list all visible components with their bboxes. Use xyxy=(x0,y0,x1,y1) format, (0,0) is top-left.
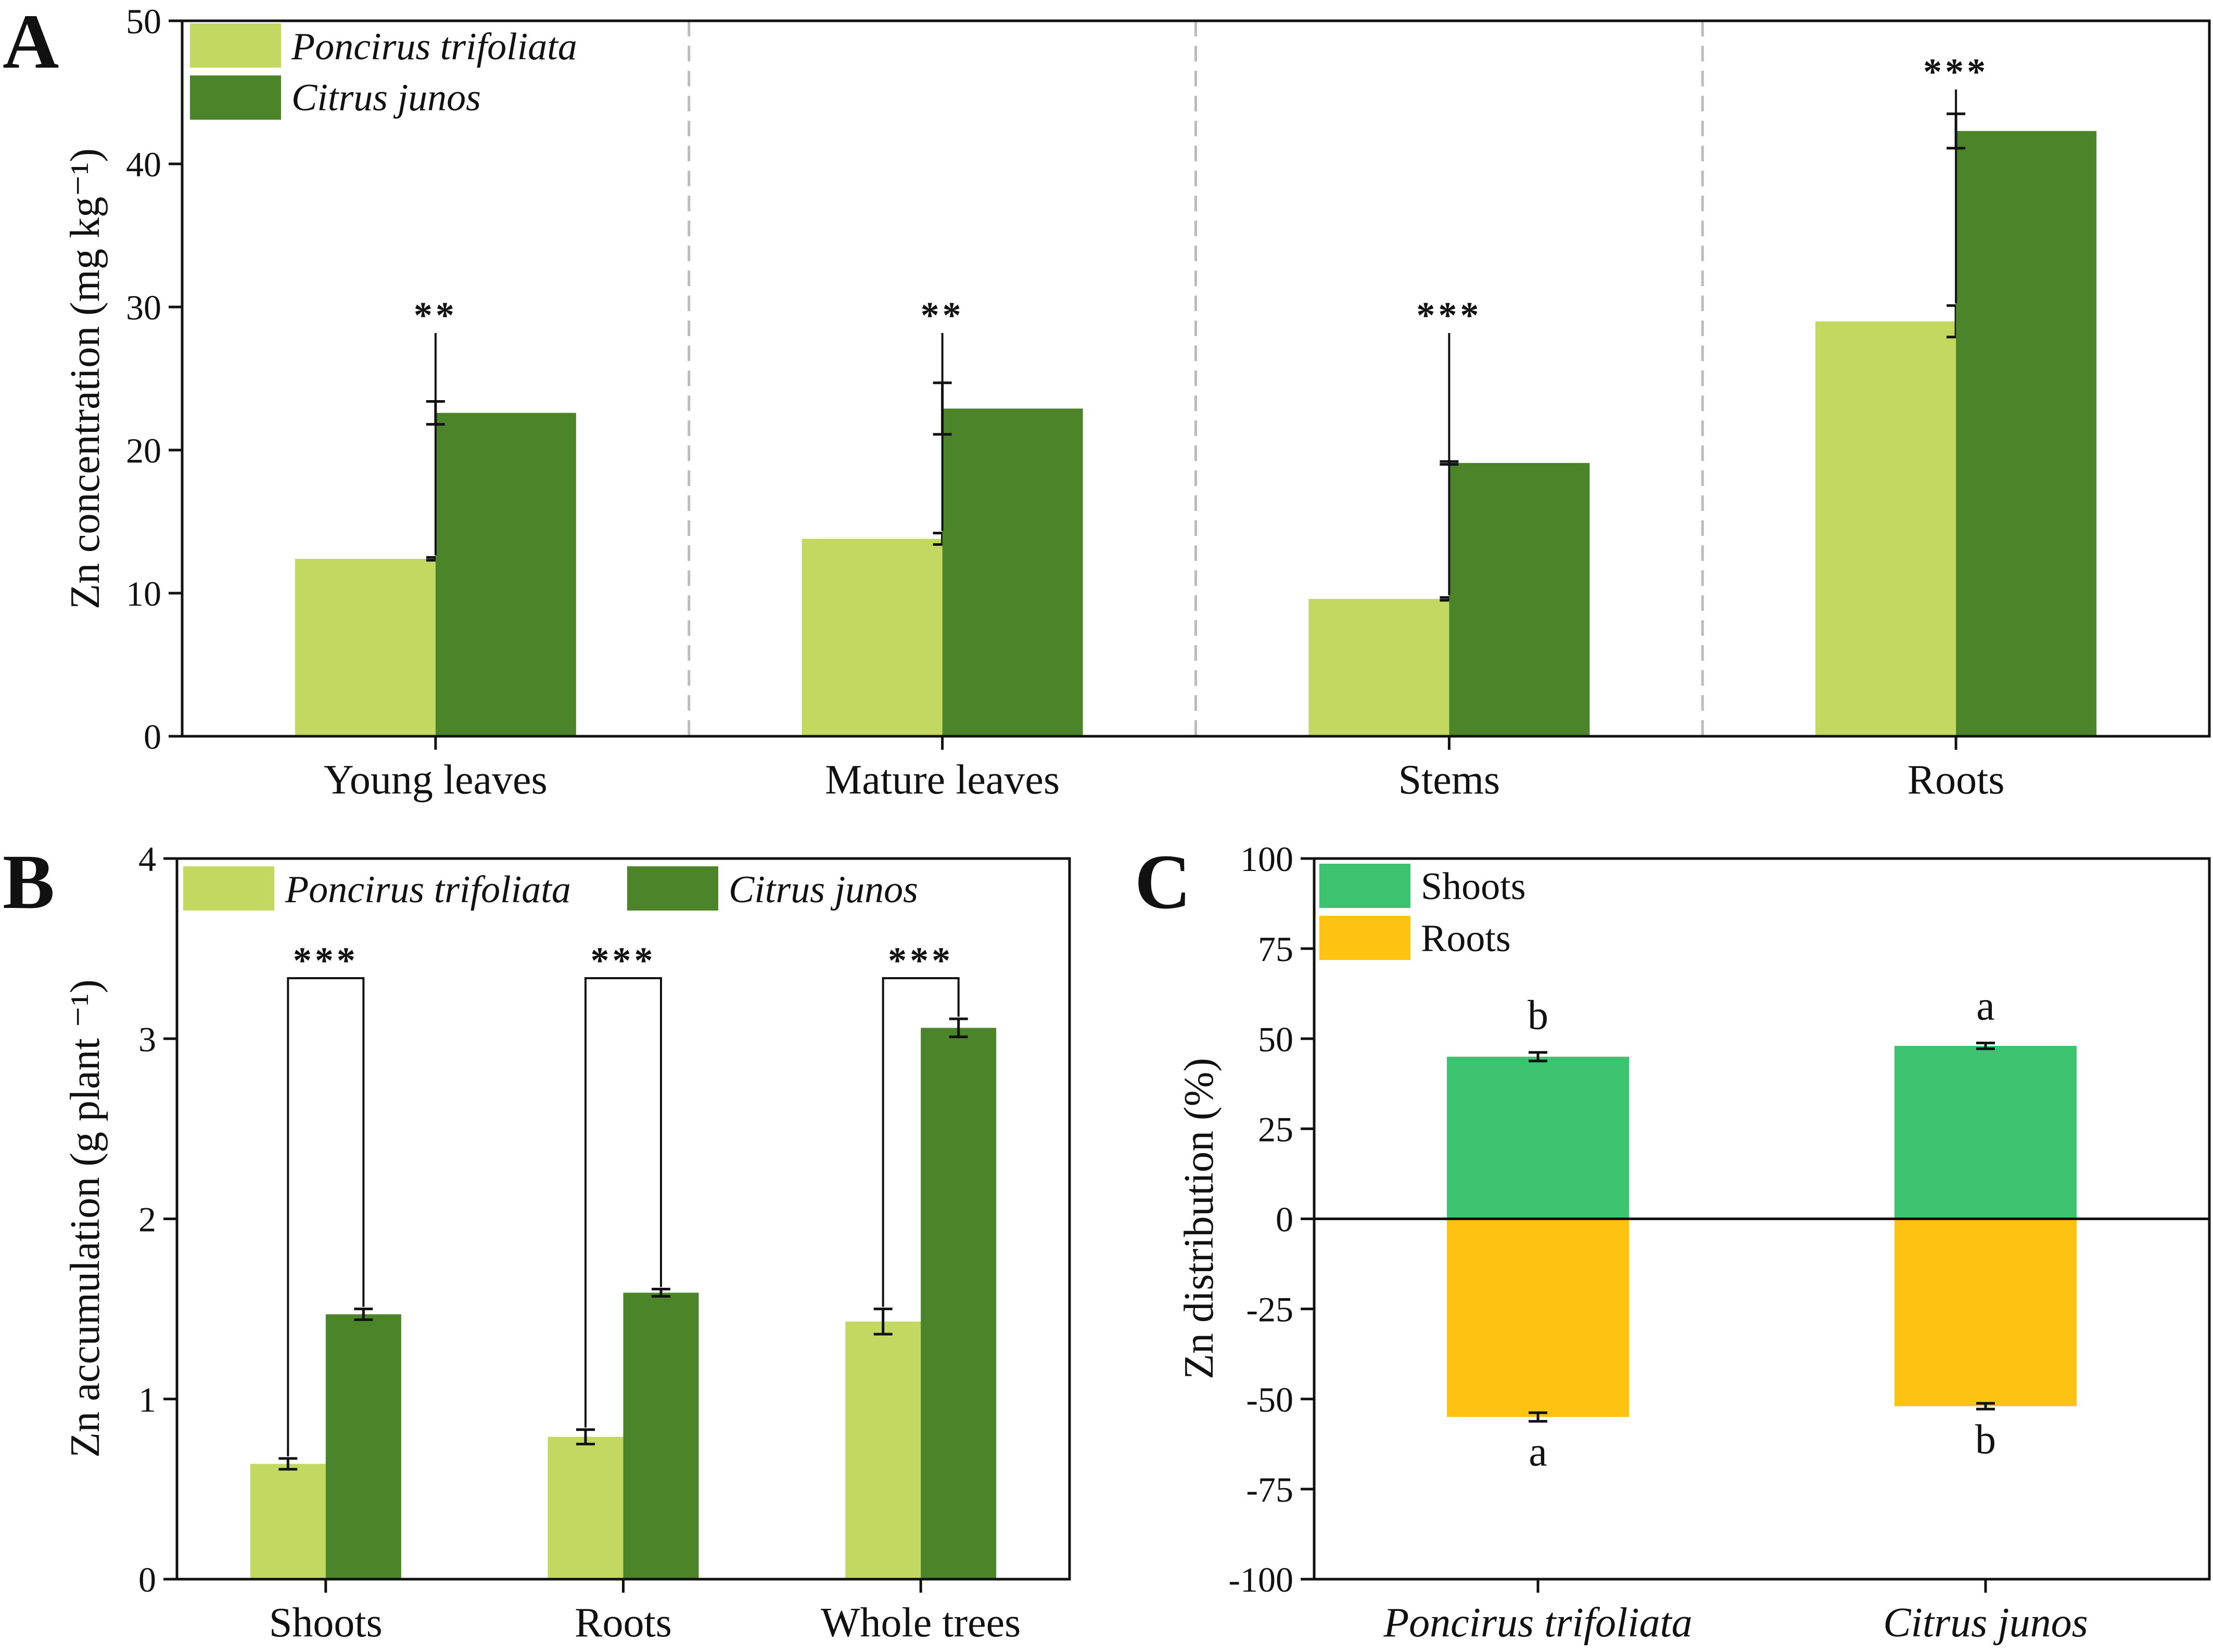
legend-swatch-citrus xyxy=(190,75,281,120)
legend-swatch-shoots xyxy=(1319,864,1410,908)
error-bar xyxy=(1976,1042,1995,1051)
bar-citrus xyxy=(1449,463,1590,736)
significance-label: ** xyxy=(921,294,964,336)
significance-letter: a xyxy=(1976,983,1995,1029)
error-bar xyxy=(1529,1411,1547,1423)
panel-b-y-tick-label: 2 xyxy=(138,1200,156,1239)
bar-citrus xyxy=(623,1292,699,1579)
legend-swatch-roots xyxy=(1319,916,1410,960)
x-category-label: Roots xyxy=(575,1600,672,1646)
panel-b-y-axis-label: Zn accumulation (g plant ⁻¹) xyxy=(62,979,108,1457)
significance-label: *** xyxy=(293,940,359,981)
bar-citrus xyxy=(921,1028,997,1579)
error-bar xyxy=(873,1308,893,1336)
x-category-label: Roots xyxy=(1907,757,2005,803)
bar-roots xyxy=(1447,1219,1629,1417)
x-category-label: Mature leaves xyxy=(825,757,1060,803)
legend-swatch-poncirus xyxy=(190,23,281,68)
panel-c-label: C xyxy=(1135,839,1191,925)
bar-poncirus xyxy=(802,539,943,736)
significance-letter: b xyxy=(1975,1417,1996,1463)
significance-label: *** xyxy=(888,940,953,981)
panel-c-legend: Shoots Roots xyxy=(1319,864,1526,960)
panel-c-y-tick-label: 50 xyxy=(1258,1019,1293,1059)
panel-c-y-tick-label: -100 xyxy=(1228,1560,1293,1599)
significance-bracket xyxy=(287,977,365,1457)
bar-citrus xyxy=(1956,131,2097,736)
x-category-label: Stems xyxy=(1398,757,1500,803)
x-category-label: Citrus junos xyxy=(1883,1600,2088,1646)
significance-letter: b xyxy=(1528,993,1548,1039)
panel-a-label: A xyxy=(3,0,59,85)
bar-citrus xyxy=(325,1314,401,1579)
panel-c-y-tick-label: 25 xyxy=(1258,1109,1293,1149)
panel-c-y-tick-label: 75 xyxy=(1258,929,1293,969)
bar-roots xyxy=(1894,1219,2077,1406)
bar-citrus xyxy=(435,413,576,736)
panel-a-y-tick-label: 20 xyxy=(126,431,161,470)
bar-poncirus xyxy=(1815,321,1956,736)
x-category-label: Whole trees xyxy=(821,1600,1021,1646)
significance-bracket xyxy=(584,977,662,1428)
bar-poncirus xyxy=(1308,599,1449,736)
panel-a-y-tick-label: 10 xyxy=(126,574,161,613)
bar-poncirus xyxy=(548,1437,624,1579)
panel-a-y-tick-label: 30 xyxy=(126,288,161,327)
error-bar xyxy=(1529,1051,1547,1062)
bar-shoots xyxy=(1894,1046,2077,1219)
legend-swatch-citrus xyxy=(627,866,718,911)
significance-bracket xyxy=(882,977,960,1307)
panel-c: C 100 75 50 25 0 -25 -50 -75 -100 b a a b Zn distri… xyxy=(1135,839,2211,1646)
legend-swatch-poncirus xyxy=(183,866,274,911)
legend-label-poncirus: Poncirus trifoliata xyxy=(285,868,571,911)
error-bar xyxy=(1976,1402,1995,1411)
x-category-label: Shoots xyxy=(269,1600,383,1646)
legend-label-citrus: Citrus junos xyxy=(729,868,918,911)
error-bar xyxy=(278,1457,298,1471)
panel-c-y-tick-label: 100 xyxy=(1240,839,1293,879)
panel-a-axes-frame xyxy=(181,19,2211,738)
panel-c-y-axis-label: Zn distribution (%) xyxy=(1176,1058,1222,1379)
panel-b-y-tick-label: 1 xyxy=(138,1380,156,1419)
significance-label: *** xyxy=(591,940,656,981)
legend-label-shoots: Shoots xyxy=(1421,865,1526,908)
panel-c-axes-frame xyxy=(1313,857,2211,1581)
significance-label: *** xyxy=(1416,294,1482,336)
bar-poncirus xyxy=(845,1321,921,1579)
panel-b-y-tick-label: 4 xyxy=(138,839,156,879)
panel-c-y-tick-label: -50 xyxy=(1246,1380,1293,1419)
x-category-label: Young leaves xyxy=(324,757,548,803)
panel-a-y-tick-label: 0 xyxy=(144,717,161,757)
bar-shoots xyxy=(1447,1056,1629,1219)
panel-b-label: B xyxy=(3,839,55,925)
panel-b-legend: Poncirus trifoliata Citrus junos xyxy=(183,866,918,911)
bar-citrus xyxy=(942,408,1083,736)
panel-a-y-axis-label: Zn concentration (mg kg⁻¹) xyxy=(62,148,108,609)
legend-label-citrus: Citrus junos xyxy=(291,76,481,119)
panel-c-y-tick-label: -25 xyxy=(1246,1290,1293,1329)
panel-b: B 0 1 2 3 4 *** *** *** Zn accumulation (g pla… xyxy=(3,839,1071,1646)
bar-poncirus xyxy=(295,559,436,736)
panel-c-y-tick-label: -75 xyxy=(1246,1470,1293,1509)
panel-a-legend: Poncirus trifoliata Citrus junos xyxy=(190,23,577,120)
legend-label-poncirus: Poncirus trifoliata xyxy=(291,25,577,68)
error-bar xyxy=(354,1308,373,1321)
error-bar xyxy=(576,1428,595,1445)
panel-a-y-tick-label: 40 xyxy=(126,145,161,184)
panel-b-y-tick-label: 3 xyxy=(138,1019,156,1059)
panel-b-y-tick-label: 0 xyxy=(138,1560,156,1599)
error-bar xyxy=(652,1288,670,1298)
error-bar xyxy=(949,1017,968,1039)
x-category-label: Poncirus trifoliata xyxy=(1383,1600,1692,1646)
significance-letter: a xyxy=(1529,1429,1547,1475)
legend-label-roots: Roots xyxy=(1421,917,1511,960)
significance-label: *** xyxy=(1923,51,1989,93)
panel-a-y-tick-label: 50 xyxy=(126,2,161,41)
panel-c-y-tick-label: 0 xyxy=(1276,1200,1293,1239)
significance-label: ** xyxy=(414,294,457,336)
bar-poncirus xyxy=(250,1464,326,1579)
